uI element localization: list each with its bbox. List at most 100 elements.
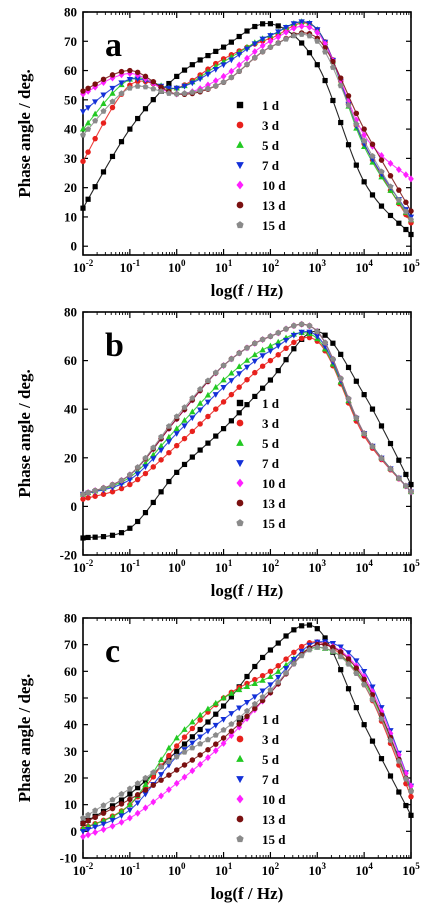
- data-point: [134, 464, 141, 470]
- data-point: [290, 660, 297, 667]
- series-15d: 15 d: [80, 321, 414, 531]
- data-point: [85, 85, 91, 92]
- data-point: [100, 810, 107, 816]
- data-point: [142, 510, 149, 516]
- data-point: [236, 52, 243, 58]
- data-point: [142, 454, 149, 461]
- data-point: [283, 669, 290, 676]
- data-point: [197, 400, 204, 406]
- data-point: [306, 32, 313, 39]
- data-point: [92, 83, 99, 91]
- data-point: [267, 333, 274, 339]
- data-point: [244, 713, 250, 720]
- data-point: [337, 375, 344, 382]
- data-point: [127, 67, 133, 74]
- data-point: [100, 485, 107, 491]
- data-point: [92, 110, 99, 117]
- y-tick-label: 20: [64, 771, 77, 786]
- y-tick-label: 30: [64, 151, 77, 166]
- data-point: [126, 76, 133, 83]
- legend-marker: [236, 460, 244, 468]
- x-tick-label: 10-1: [120, 258, 141, 275]
- data-point: [387, 465, 394, 472]
- data-point: [291, 339, 297, 346]
- data-point: [408, 488, 414, 495]
- data-point: [228, 690, 235, 696]
- data-point: [197, 717, 203, 723]
- data-point: [353, 665, 360, 671]
- data-point: [118, 485, 125, 492]
- data-point: [181, 404, 188, 410]
- data-point: [260, 21, 266, 27]
- legend-label: 15 d: [262, 516, 286, 531]
- data-point: [275, 40, 282, 46]
- data-point: [244, 673, 250, 680]
- data-point: [353, 658, 360, 665]
- data-point: [396, 187, 402, 193]
- data-point: [173, 413, 180, 420]
- data-point: [92, 493, 98, 499]
- legend-label: 3 d: [262, 118, 280, 133]
- data-point: [126, 85, 133, 91]
- data-point: [142, 464, 149, 470]
- data-point: [306, 23, 313, 31]
- data-point: [228, 57, 235, 64]
- data-point: [197, 740, 204, 747]
- data-point: [259, 48, 266, 55]
- data-point: [213, 406, 219, 412]
- data-point: [361, 722, 367, 728]
- data-point: [220, 79, 227, 85]
- data-point: [142, 787, 149, 793]
- data-point: [236, 61, 243, 69]
- data-point: [228, 39, 234, 45]
- x-tick-label: 100: [168, 258, 186, 275]
- data-point: [267, 668, 274, 675]
- data-point: [197, 726, 203, 733]
- x-tick-label: 100: [168, 558, 186, 575]
- data-point: [236, 721, 242, 727]
- data-point: [92, 807, 99, 814]
- data-point: [322, 645, 329, 651]
- y-tick-label: 80: [64, 5, 77, 20]
- data-point: [378, 168, 385, 175]
- data-point: [189, 734, 195, 740]
- data-point: [220, 62, 227, 69]
- data-point: [212, 82, 219, 89]
- legend-marker: [236, 438, 244, 446]
- data-point: [220, 739, 227, 747]
- y-tick-label: 70: [64, 34, 77, 49]
- data-point: [92, 824, 99, 831]
- data-point: [251, 54, 258, 61]
- data-point: [251, 351, 258, 358]
- data-point: [213, 433, 219, 439]
- data-point: [165, 423, 172, 429]
- data-point: [80, 131, 86, 138]
- data-point: [212, 383, 219, 390]
- data-point: [80, 491, 86, 497]
- data-point: [353, 414, 360, 421]
- data-point: [204, 728, 212, 735]
- data-point: [181, 416, 188, 423]
- data-point: [204, 377, 211, 384]
- data-point: [142, 106, 149, 112]
- data-point: [236, 714, 243, 721]
- data-point: [150, 499, 156, 506]
- data-point: [267, 682, 274, 689]
- data-point: [134, 792, 141, 798]
- data-point: [369, 152, 376, 159]
- data-point: [252, 393, 258, 400]
- x-tick-label: 100: [168, 861, 186, 878]
- x-axis-label: log(f / Hz): [211, 581, 284, 600]
- data-point: [228, 378, 235, 384]
- data-point: [127, 481, 133, 488]
- y-axis-label: Phase angle / deg.: [15, 69, 34, 197]
- data-point: [402, 482, 409, 489]
- data-point: [361, 137, 368, 144]
- data-point: [100, 821, 107, 828]
- data-point: [189, 757, 196, 763]
- data-point: [283, 345, 289, 351]
- data-point: [181, 461, 188, 468]
- data-point: [275, 668, 282, 674]
- data-point: [189, 454, 195, 460]
- data-point: [408, 216, 414, 223]
